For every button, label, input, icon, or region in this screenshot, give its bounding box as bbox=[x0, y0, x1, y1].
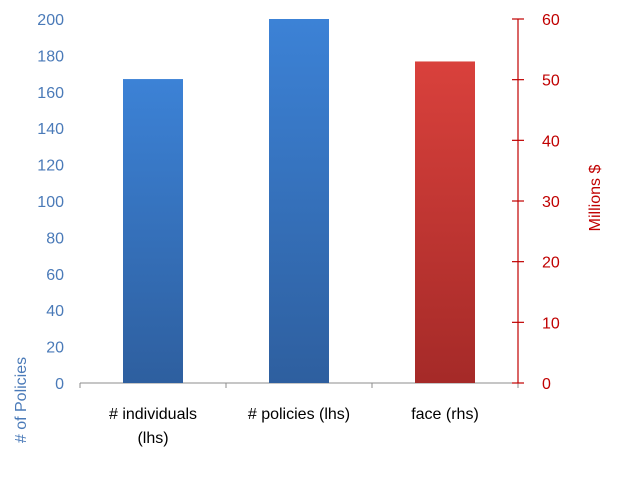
bar-lhs-1 bbox=[269, 19, 329, 383]
left-axis-tick-label: 160 bbox=[37, 85, 64, 102]
bar-rhs-2 bbox=[415, 61, 475, 383]
left-axis-tick-label: 80 bbox=[46, 230, 64, 247]
right-axis-title: Millions $ bbox=[587, 165, 604, 232]
right-axis-tick-label: 50 bbox=[542, 73, 560, 90]
x-axis-category-label: # individuals bbox=[109, 406, 197, 423]
left-axis-tick-label: 140 bbox=[37, 121, 64, 138]
left-axis-tick-label: 100 bbox=[37, 194, 64, 211]
left-axis-tick-label: 0 bbox=[55, 376, 64, 393]
right-axis-tick-label: 20 bbox=[542, 255, 560, 272]
left-axis-tick-label: 180 bbox=[37, 48, 64, 65]
x-axis-category-label: (lhs) bbox=[137, 430, 168, 447]
x-axis-category-label: face (rhs) bbox=[411, 406, 479, 423]
left-axis-title: # of Policies bbox=[13, 357, 30, 443]
left-axis-tick-label: 60 bbox=[46, 267, 64, 284]
bar-lhs-0 bbox=[123, 79, 183, 383]
left-axis-tick-label: 200 bbox=[37, 12, 64, 29]
right-axis-tick-label: 10 bbox=[542, 315, 560, 332]
right-axis-tick-label: 40 bbox=[542, 133, 560, 150]
right-axis-tick-label: 60 bbox=[542, 12, 560, 29]
left-axis-tick-label: 120 bbox=[37, 158, 64, 175]
left-axis-tick-label: 40 bbox=[46, 303, 64, 320]
right-axis-tick-label: 0 bbox=[542, 376, 551, 393]
right-axis-tick-label: 30 bbox=[542, 194, 560, 211]
x-axis-category-label: # policies (lhs) bbox=[248, 406, 350, 423]
left-axis-tick-label: 20 bbox=[46, 340, 64, 357]
